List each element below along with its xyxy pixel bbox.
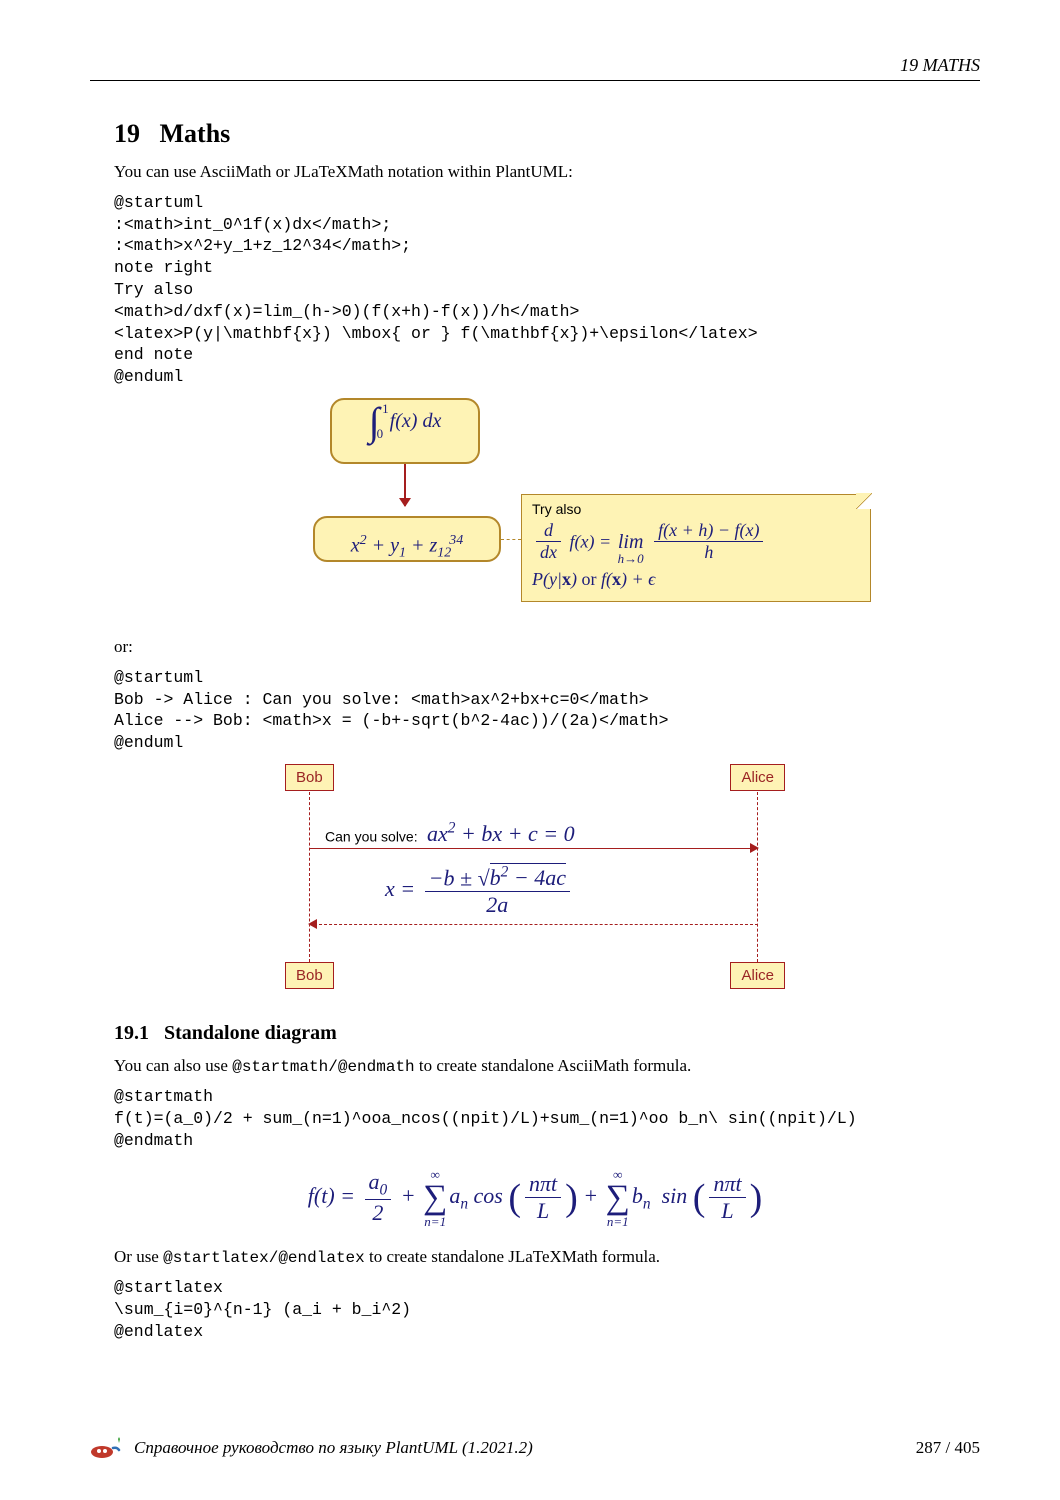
lifeline-bob (309, 792, 310, 962)
actor-bob-top: Bob (285, 764, 334, 791)
after-formula-text: Or use @startlatex/@endlatex to create s… (114, 1246, 980, 1270)
msg2-arrow (309, 924, 758, 925)
footer-pagenum: 287 / 405 (916, 1438, 980, 1458)
subsection-intro: You can also use @startmath/@endmath to … (114, 1055, 980, 1079)
activity-node-1: ∫10 f(x) dx (330, 398, 480, 464)
msg1-label: Can you solve: ax2 + bx + c = 0 (325, 820, 575, 847)
actor-alice-top: Alice (730, 764, 785, 791)
page: 19 MATHS 19 Maths You can use AsciiMath … (0, 0, 1060, 1500)
section-heading: 19 Maths (114, 119, 980, 149)
note-connector (501, 539, 521, 540)
footer-title: Справочное руководство по языку PlantUML… (134, 1438, 533, 1458)
lifeline-alice (757, 792, 758, 962)
page-footer: Справочное руководство по языку PlantUML… (90, 1436, 980, 1460)
section-title: Maths (160, 119, 231, 148)
note-header: Try also (532, 501, 858, 517)
inline-code-startlatex: @startlatex/@endlatex (163, 1249, 365, 1267)
section-number: 19 (114, 119, 140, 148)
code-block-3: @startmath f(t)=(a_0)/2 + sum_(n=1)^ooa_… (114, 1086, 980, 1151)
note-box: Try also ddx f(x) = limh→0 f(x + h) − f(… (521, 494, 871, 602)
plantuml-logo-icon (90, 1436, 124, 1460)
or-text: or: (114, 636, 980, 659)
msg2-label: x = −b ± √b2 − 4ac 2a (385, 864, 574, 918)
code-block-1: @startuml :<math>int_0^1f(x)dx</math>; :… (114, 192, 980, 388)
code-block-4: @startlatex \sum_{i=0}^{n-1} (a_i + b_i^… (114, 1277, 980, 1342)
subsection-heading: 19.1 Standalone diagram (114, 1022, 980, 1045)
diagram-sequence-math: Bob Alice Can you solve: ax2 + bx + c = … (285, 764, 785, 994)
section-intro: You can use AsciiMath or JLaTeXMath nota… (114, 161, 980, 184)
diagram-activity-math: ∫10 f(x) dx x2 + y1 + z1234 Try also ddx… (240, 398, 880, 628)
actor-alice-bottom: Alice (730, 962, 785, 989)
activity-node-2: x2 + y1 + z1234 (313, 516, 501, 562)
standalone-formula: f(t) = a02 + ∞∑n=1an cos (nπtL) + ∞∑n=1b… (90, 1168, 980, 1228)
subsection-number: 19.1 (114, 1022, 149, 1044)
code-block-2: @startuml Bob -> Alice : Can you solve: … (114, 667, 980, 754)
msg1-arrow (309, 848, 758, 849)
inline-code-startmath: @startmath/@endmath (232, 1058, 414, 1076)
arrow-down (404, 464, 406, 506)
subsection-title: Standalone diagram (164, 1022, 337, 1044)
actor-bob-bottom: Bob (285, 962, 334, 989)
running-header: 19 MATHS (90, 55, 980, 81)
